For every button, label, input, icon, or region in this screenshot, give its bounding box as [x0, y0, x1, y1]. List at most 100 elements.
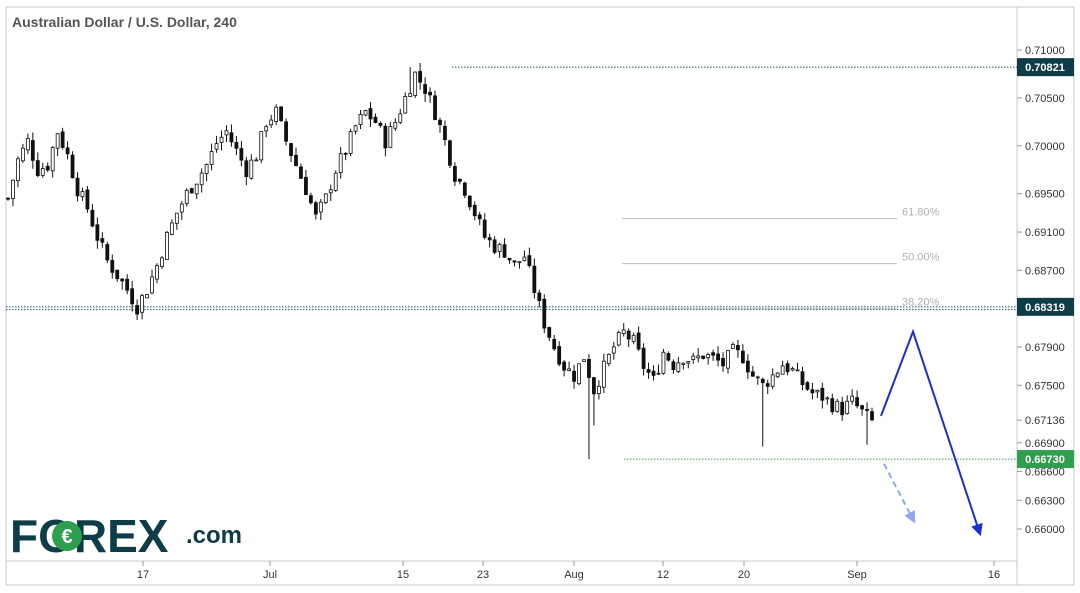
candle-body	[323, 193, 328, 203]
candle-body	[601, 360, 606, 388]
candle-body	[244, 160, 249, 178]
candle-body	[641, 347, 646, 369]
candle-body	[373, 116, 378, 124]
candle-body	[537, 292, 542, 302]
candle-body	[70, 154, 75, 179]
candle-body	[55, 133, 60, 149]
candle-body	[770, 374, 775, 387]
candle-body	[264, 126, 269, 132]
candle-body	[676, 362, 681, 372]
candle-body	[234, 142, 239, 149]
x-tick-label: Sep	[847, 569, 867, 581]
candle-body	[582, 359, 586, 362]
candle-body	[527, 255, 532, 266]
x-tick-label: 20	[738, 569, 750, 581]
candle-body	[363, 110, 368, 116]
candle-body	[184, 189, 189, 204]
candle-body	[795, 369, 800, 372]
candle-body	[150, 276, 154, 294]
candle-body	[199, 172, 204, 186]
y-tick-label: 0.70500	[1025, 93, 1065, 105]
candle-body	[338, 153, 343, 174]
candle-body	[368, 108, 373, 120]
x-tick-label: Aug	[564, 569, 584, 581]
candle-body	[805, 382, 810, 390]
candle-body	[249, 159, 254, 179]
candle-body	[105, 244, 110, 261]
candle-body	[656, 372, 661, 375]
candle-body	[706, 354, 711, 359]
x-tick-label: Jul	[263, 569, 277, 581]
candle-body	[423, 84, 428, 94]
candle-body	[621, 329, 626, 334]
y-tick-label: 0.69500	[1025, 189, 1065, 201]
candle-body	[482, 219, 487, 238]
candle-body	[418, 70, 423, 83]
candle-body	[85, 189, 90, 210]
logo-o-mark	[52, 521, 82, 551]
candle-body	[194, 183, 199, 195]
candle-body	[100, 238, 105, 243]
candle-body	[452, 165, 457, 182]
price-badge-label: 0.68319	[1025, 302, 1065, 314]
candle-body	[343, 152, 348, 155]
fib-level-label: 38.20%	[902, 297, 940, 309]
candle-body	[616, 332, 621, 346]
candle-body	[666, 353, 671, 361]
candle-body	[626, 330, 631, 340]
candle-body	[775, 372, 780, 378]
candle-body	[313, 202, 318, 215]
y-tick-label: 0.66300	[1025, 495, 1065, 507]
candle-body	[358, 114, 363, 126]
candle-body	[299, 166, 303, 179]
candle-body	[562, 361, 567, 371]
candle-body	[318, 201, 323, 213]
candle-body	[726, 350, 730, 369]
candlesticks	[6, 63, 874, 460]
candle-body	[209, 151, 214, 165]
price-badge-label: 0.70821	[1025, 62, 1065, 74]
candle-body	[820, 387, 825, 401]
candle-body	[179, 203, 184, 213]
candle-body	[661, 351, 666, 374]
candle-body	[155, 265, 159, 280]
candle-body	[328, 189, 333, 194]
candle-body	[110, 260, 115, 273]
right-frame	[1016, 6, 1075, 586]
candle-body	[587, 358, 591, 378]
candle-body	[750, 371, 755, 377]
candle-body	[219, 136, 224, 143]
x-tick-label: 15	[397, 569, 409, 581]
candle-body	[592, 377, 596, 395]
candle-body	[830, 398, 835, 413]
candle-body	[239, 148, 244, 161]
fib-level-label: 61.80%	[902, 207, 940, 219]
x-tick-label: 12	[657, 569, 669, 581]
candle-body	[671, 361, 676, 371]
y-tick-label: 0.71000	[1025, 45, 1065, 57]
candle-body	[532, 265, 537, 293]
candle-body	[254, 159, 259, 162]
candle-body	[428, 91, 432, 96]
candle-body	[800, 371, 805, 386]
candle-body	[443, 125, 447, 140]
candle-body	[507, 257, 512, 261]
reference-lines	[6, 66, 1017, 460]
x-tick-label: 23	[477, 569, 489, 581]
price-badge-label: 0.66730	[1025, 454, 1065, 466]
candle-body	[611, 346, 616, 354]
candle-body	[785, 363, 790, 373]
candle-body	[711, 352, 716, 356]
candle-body	[646, 369, 651, 373]
time-axis: 17 Jul 15 23 Aug 12 20 Sep 16	[137, 561, 1000, 581]
logo-o-glyph: €	[61, 526, 72, 548]
candle-body	[65, 147, 70, 155]
candle-body	[80, 191, 85, 198]
candle-body	[845, 400, 850, 415]
candle-body	[651, 370, 656, 376]
candle-body	[413, 71, 418, 96]
candle-body	[850, 395, 855, 402]
candle-body	[408, 93, 413, 98]
